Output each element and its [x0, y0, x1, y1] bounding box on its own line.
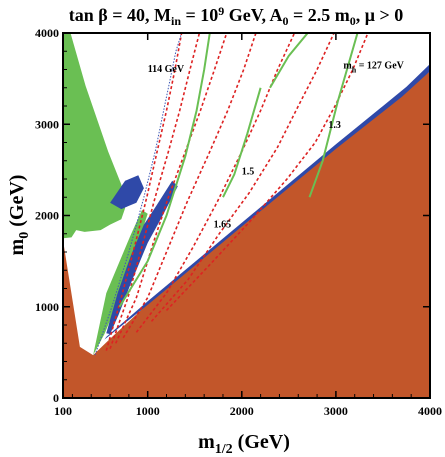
higgs-mass-curve-2 [109, 33, 201, 349]
x-tick-label-3: 3000 [324, 404, 348, 418]
chart-title: tan β = 40, Min = 109 GeV, A0 = 2.5 m0, … [69, 4, 403, 28]
x-tick-label-1: 1000 [136, 404, 160, 418]
higgs-mass-curve-5 [135, 33, 296, 333]
green-contour-2 [222, 87, 262, 198]
title-part-5: , μ > 0 [356, 5, 403, 25]
higgs-mass-label: mh = 127 GeV [343, 61, 404, 75]
contour-label-1: 1.65 [214, 219, 232, 230]
higgs-mass-curve-7 [165, 33, 369, 311]
x-tick-label-4: 4000 [418, 404, 442, 418]
higgs-mass-curve-4 [122, 33, 257, 339]
x-axis-label-main: m [198, 431, 215, 453]
lep-higgs-contour [94, 33, 183, 356]
y-axis-label-sub: 0 [17, 232, 32, 239]
green-contour-1 [118, 33, 211, 308]
title-part-1: tan β = 40, M [69, 5, 171, 25]
x-axis-label-sub: 1/2 [215, 442, 233, 457]
region-g-2-strip [93, 210, 148, 356]
x-tick-label-0: 100 [54, 404, 72, 418]
region-g-2 [63, 33, 126, 239]
region-excluded [63, 71, 430, 398]
x-tick-label-2: 2000 [230, 404, 254, 418]
region-relic-edge [104, 64, 430, 340]
y-tick-label-1: 1000 [35, 300, 59, 314]
higgs-mass-curve-1 [105, 33, 183, 351]
title-part-3: GeV, A [224, 5, 282, 25]
higgs-mass-label-sub: h [352, 66, 357, 75]
higgs-mass-curve-6 [150, 33, 335, 322]
green-contour-3 [308, 33, 359, 198]
y-tick-label-0: 0 [53, 391, 59, 405]
title-sub-in: in [171, 14, 181, 28]
contour-label-3: 1.3 [328, 120, 341, 131]
plot-area: 114 GeV mh = 127 GeV 1.65 1.5 1.3 100 1000 2000… [35, 26, 442, 418]
y-tick-label-2: 2000 [35, 209, 59, 223]
y-axis-label-main: m [6, 238, 28, 255]
title-sub-a: 0 [282, 14, 288, 28]
region-relic-band [106, 180, 178, 335]
plot-content [63, 33, 430, 398]
title-exp: 9 [218, 4, 224, 18]
higgs-mass-label-value: = 127 GeV [356, 61, 404, 72]
title-sub-m: 0 [350, 14, 356, 28]
y-axis-label-unit: (GeV) [6, 175, 28, 232]
y-tick-label-3: 3000 [35, 117, 59, 131]
x-axis-label-unit: (GeV) [233, 431, 290, 453]
region-relic-blob [110, 175, 144, 210]
x-axis-label: m1/2 (GeV) [198, 431, 290, 457]
title-part-2: = 10 [181, 5, 218, 25]
higgs-mass-label-main: m [343, 61, 352, 72]
y-tick-label-4: 4000 [35, 26, 59, 40]
lep-higgs-label: 114 GeV [148, 64, 185, 75]
green-contour-4 [269, 33, 309, 89]
y-axis-label: m0 (GeV) [6, 175, 32, 256]
contour-label-2: 1.5 [242, 166, 255, 177]
title-part-4: = 2.5 m [288, 5, 349, 25]
